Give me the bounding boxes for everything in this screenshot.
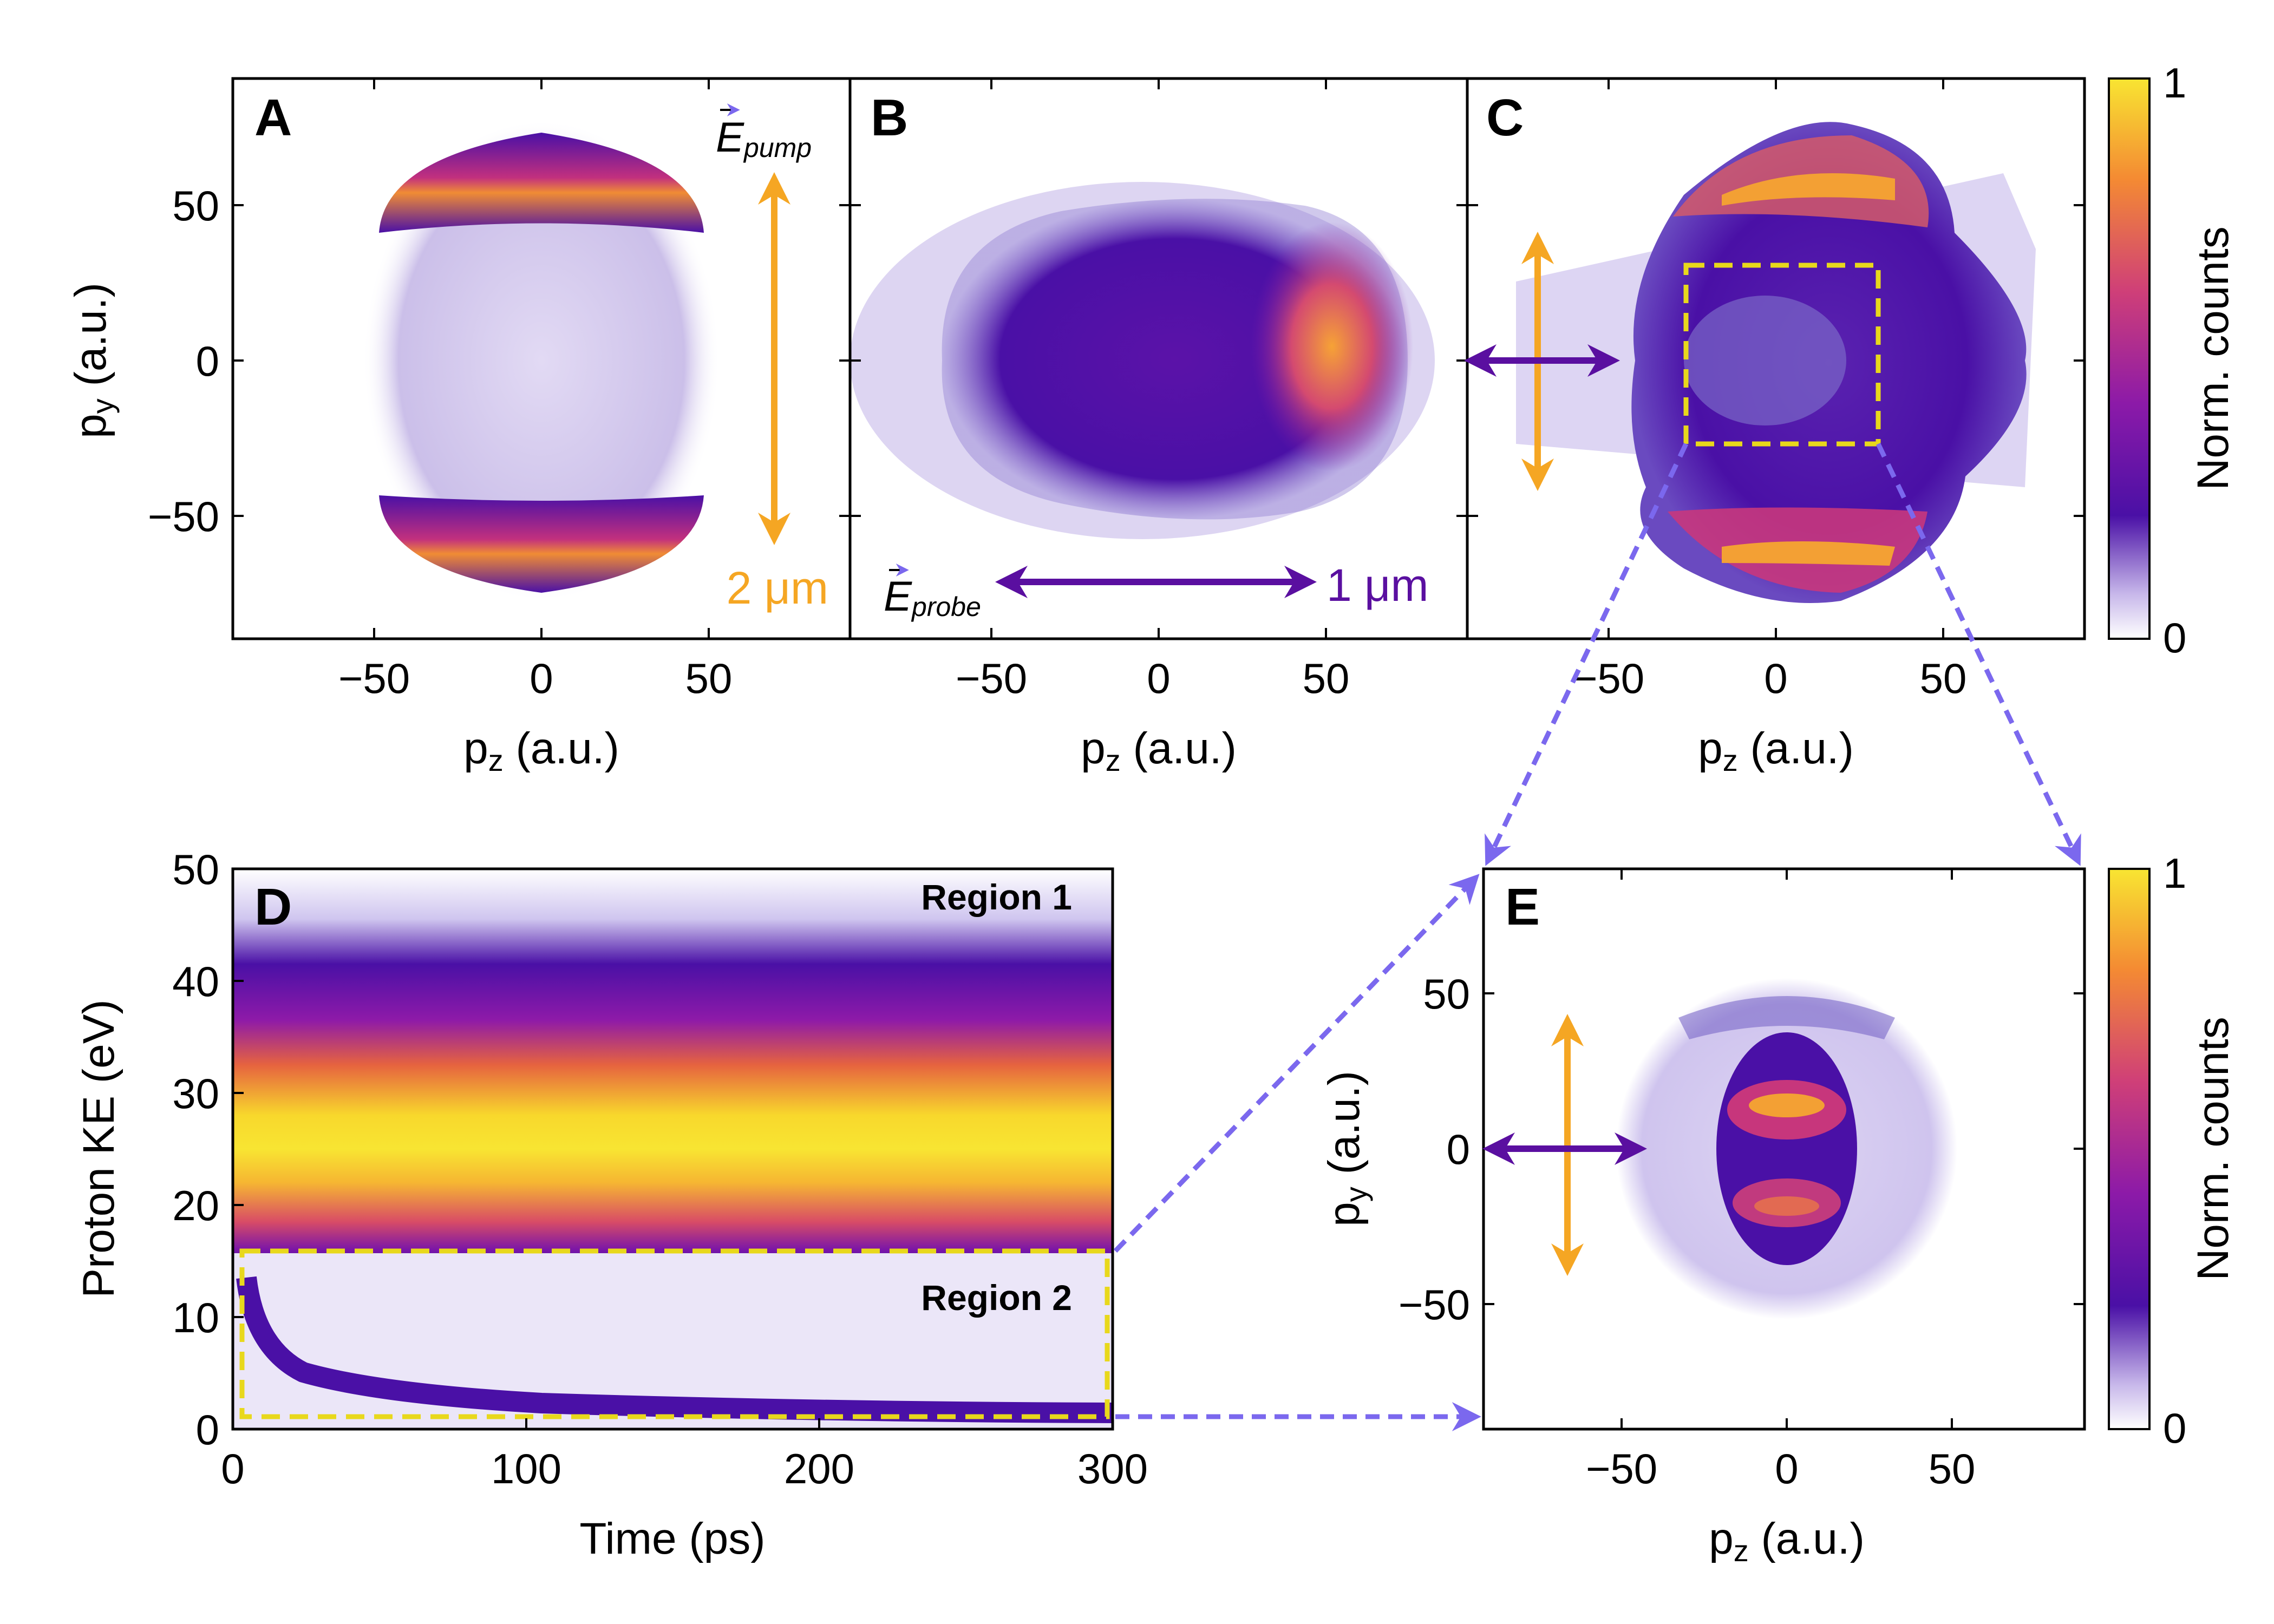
e-pump-label: Epump bbox=[716, 103, 812, 163]
panel-d-decay-curve bbox=[236, 1276, 1113, 1423]
colorbar-top-label: Norm. counts bbox=[2188, 226, 2238, 490]
panel-d-ytick-label: 10 bbox=[172, 1294, 219, 1341]
panel-d-ytick-label: 50 bbox=[172, 846, 219, 893]
panel-b: −50 0 50 pz (a.u.) B Eprobe 1 μm bbox=[848, 77, 1469, 777]
panel-d-frame bbox=[231, 867, 1114, 1431]
panel-e-ylabel: py (a.u.) bbox=[1319, 1071, 1373, 1227]
svg-text:Epump: Epump bbox=[716, 113, 812, 163]
panel-a: −50 0 50 −50 0 50 pz (a.u.) py (a.u.) A … bbox=[66, 77, 852, 777]
panel-a-ytick-label: −50 bbox=[148, 493, 219, 540]
panel-d-ytick-label: 40 bbox=[172, 958, 219, 1005]
panel-c-xtick-label: 0 bbox=[1764, 654, 1787, 702]
connector-d-to-e-top bbox=[1113, 874, 1480, 1253]
svg-text:Eprobe: Eprobe bbox=[884, 572, 981, 622]
panel-a-xtick-label: 0 bbox=[530, 654, 553, 702]
panel-a-xlabel: pz (a.u.) bbox=[463, 724, 619, 777]
panel-e-ytick-label: 50 bbox=[1423, 970, 1470, 1018]
panel-a-ticks bbox=[233, 78, 850, 639]
colorbar-top-max-label: 1 bbox=[2163, 59, 2186, 107]
panel-e-core bbox=[1716, 1032, 1857, 1265]
panel-d-xtick-label: 0 bbox=[221, 1445, 244, 1492]
panel-b-xtick-label: 50 bbox=[1303, 654, 1350, 702]
panel-a-xtick-label: 50 bbox=[685, 654, 733, 702]
panel-a-disk bbox=[363, 120, 720, 601]
panel-c-letter: C bbox=[1486, 89, 1524, 147]
panel-c-center bbox=[1684, 296, 1846, 425]
panel-a-ytick-label: 0 bbox=[196, 337, 219, 385]
panel-e-letter: E bbox=[1505, 878, 1540, 936]
colorbar-bottom-label: Norm. counts bbox=[2188, 1017, 2238, 1281]
panel-d-ytick-label: 20 bbox=[172, 1182, 219, 1229]
panel-e-upper-hot bbox=[1749, 1093, 1825, 1117]
e-probe-label: Eprobe bbox=[884, 564, 981, 622]
panel-b-xtick-label: 0 bbox=[1147, 654, 1170, 702]
panel-a-heatmap bbox=[363, 120, 720, 601]
panel-d-xtick-label: 200 bbox=[784, 1445, 854, 1492]
connector-c-to-e-left bbox=[1485, 443, 1689, 866]
colorbar-bottom bbox=[2108, 868, 2151, 1430]
panel-d-ticks bbox=[232, 980, 1114, 1429]
panel-d-xlabel: Time (ps) bbox=[579, 1514, 765, 1563]
panel-a-upper-band bbox=[379, 133, 704, 233]
panel-a-lower-band bbox=[379, 495, 704, 593]
panel-b-xlabel: pz (a.u.) bbox=[1081, 724, 1237, 777]
panel-d-letter: D bbox=[254, 878, 292, 936]
zoom-connectors bbox=[1113, 443, 2081, 1431]
panel-c-xlabel: pz (a.u.) bbox=[1698, 724, 1854, 777]
panel-d-xtick-label: 300 bbox=[1077, 1445, 1148, 1492]
panel-c-xtick-label: 50 bbox=[1920, 654, 1967, 702]
panel-e-top-streaks bbox=[1678, 996, 1895, 1039]
connector-c-to-e-right bbox=[1876, 443, 2081, 866]
panel-e-ytick-label: 0 bbox=[1447, 1125, 1470, 1173]
panel-d-ylabel: Proton KE (eV) bbox=[74, 999, 123, 1298]
panel-d-region2-roi[interactable] bbox=[239, 1248, 1110, 1419]
probe-wavelength-label: 1 μm bbox=[1327, 560, 1428, 611]
panel-e-xtick-label: 50 bbox=[1929, 1445, 1976, 1492]
panel-e-ytick-label: −50 bbox=[1399, 1281, 1470, 1328]
region-2-label: Region 2 bbox=[921, 1278, 1072, 1318]
panel-c-heatmap bbox=[1516, 122, 2036, 603]
colorbar-top-min-label: 0 bbox=[2163, 614, 2186, 662]
panel-d-ytick-label: 30 bbox=[172, 1070, 219, 1117]
panel-b-ticks bbox=[850, 78, 1467, 639]
panel-e-heatmap bbox=[1616, 978, 1957, 1319]
pump-wavelength-label: 2 μm bbox=[727, 562, 828, 613]
panel-a-letter: A bbox=[254, 89, 292, 147]
panel-b-letter: B bbox=[871, 89, 908, 147]
panel-e-xtick-label: 0 bbox=[1775, 1445, 1798, 1492]
panel-b-hotspot bbox=[1251, 222, 1413, 471]
panel-e-lower-hot bbox=[1754, 1196, 1819, 1216]
panel-d-xtick-label: 100 bbox=[491, 1445, 561, 1492]
panel-a-ylabel: py (a.u.) bbox=[66, 283, 120, 438]
panel-b-xtick-label: −50 bbox=[956, 654, 1027, 702]
panel-b-heatmap bbox=[850, 182, 1435, 539]
colorbar-bottom-max-label: 1 bbox=[2163, 849, 2186, 897]
colorbar-bottom-min-label: 0 bbox=[2163, 1404, 2186, 1452]
panel-c-lower-band-hot bbox=[1722, 541, 1895, 566]
panel-e: −50 0 50 −50 0 50 pz (a.u.) py (a.u.) E … bbox=[1319, 849, 2238, 1568]
panel-c-roi-box[interactable] bbox=[1683, 263, 1881, 447]
panel-d-ytick-label: 0 bbox=[196, 1406, 219, 1453]
panel-d: 0 100 200 300 0 10 20 30 40 50 Time (ps)… bbox=[74, 846, 1148, 1563]
panel-a-xtick-label: −50 bbox=[338, 654, 410, 702]
panel-a-ytick-label: 50 bbox=[172, 182, 219, 230]
colorbar-top bbox=[2108, 77, 2151, 640]
panel-e-xtick-label: −50 bbox=[1586, 1445, 1657, 1492]
panel-e-xlabel: pz (a.u.) bbox=[1709, 1514, 1865, 1568]
panel-c-upper-band-hot bbox=[1722, 173, 1895, 206]
panel-c: −50 0 50 pz (a.u.) C 1 0 Norm. counts bbox=[1464, 59, 2238, 777]
region-1-label: Region 1 bbox=[921, 877, 1072, 917]
